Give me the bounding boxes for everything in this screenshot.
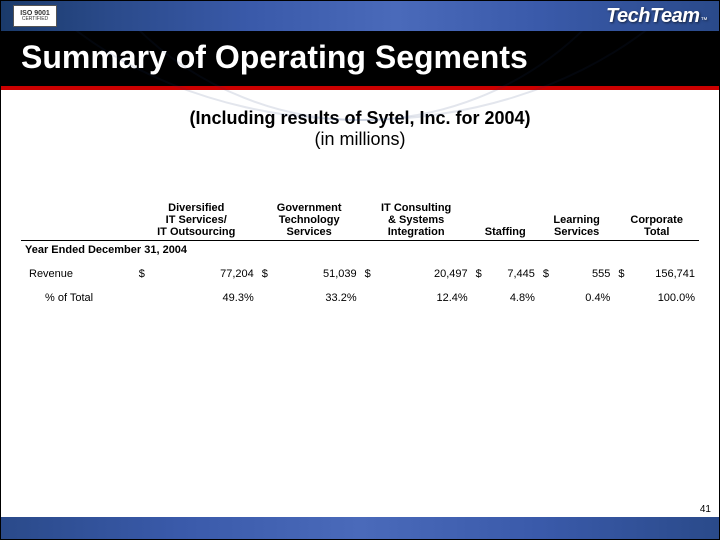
col-header: DiversifiedIT Services/IT Outsourcing <box>135 200 258 241</box>
currency-symbol: $ <box>258 262 270 286</box>
cell-value: 156,741 <box>626 262 699 286</box>
col-header: IT Consulting& SystemsIntegration <box>361 200 472 241</box>
table-row: Revenue$77,204$51,039$20,497$7,445$555$1… <box>21 262 699 286</box>
logo-tm: ™ <box>701 17 708 24</box>
currency-symbol <box>361 286 373 310</box>
table-body: Year Ended December 31, 2004Revenue$77,2… <box>21 241 699 311</box>
cell-value: 100.0% <box>626 286 699 310</box>
page-title: Summary of Operating Segments <box>21 39 699 76</box>
cell-value: 4.8% <box>484 286 539 310</box>
cell-value: 49.3% <box>147 286 258 310</box>
table-section-row: Year Ended December 31, 2004 <box>21 241 699 263</box>
table-header-row: DiversifiedIT Services/IT OutsourcingGov… <box>21 200 699 241</box>
header-band: ISO 9001 CERTIFIED TechTeam™ <box>1 1 719 31</box>
cell-value: 7,445 <box>484 262 539 286</box>
cell-value: 77,204 <box>147 262 258 286</box>
title-band: Summary of Operating Segments <box>1 31 719 90</box>
footer-band <box>1 517 719 539</box>
iso-badge: ISO 9001 CERTIFIED <box>13 5 57 27</box>
currency-symbol: $ <box>472 262 484 286</box>
cell-value: 33.2% <box>270 286 361 310</box>
currency-symbol: $ <box>614 262 626 286</box>
cell-value: 555 <box>551 262 614 286</box>
iso-sublabel: CERTIFIED <box>22 17 48 22</box>
cell-value: 51,039 <box>270 262 361 286</box>
currency-symbol: $ <box>539 262 551 286</box>
cell-value: 0.4% <box>551 286 614 310</box>
col-header: Staffing <box>472 200 539 241</box>
col-header-blank <box>21 200 135 241</box>
table-row: % of Total 49.3% 33.2% 12.4% 4.8% 0.4% 100.0% <box>21 286 699 310</box>
currency-symbol <box>539 286 551 310</box>
row-label: % of Total <box>21 286 135 310</box>
currency-symbol <box>258 286 270 310</box>
currency-symbol: $ <box>361 262 373 286</box>
slide-container: ISO 9001 CERTIFIED TechTeam™ Summary of … <box>0 0 720 540</box>
page-number: 41 <box>700 504 711 515</box>
subtitle-line2: (in millions) <box>1 129 719 150</box>
cell-value: 12.4% <box>373 286 472 310</box>
section-label: Year Ended December 31, 2004 <box>21 241 699 263</box>
cell-value: 20,497 <box>373 262 472 286</box>
col-header: GovernmentTechnologyServices <box>258 200 361 241</box>
col-header: CorporateTotal <box>614 200 699 241</box>
subtitle: (Including results of Sytel, Inc. for 20… <box>1 108 719 150</box>
segments-table: DiversifiedIT Services/IT OutsourcingGov… <box>21 200 699 310</box>
table-region: DiversifiedIT Services/IT OutsourcingGov… <box>21 200 699 310</box>
subtitle-line1: (Including results of Sytel, Inc. for 20… <box>1 108 719 129</box>
currency-symbol <box>135 286 147 310</box>
company-logo: TechTeam™ <box>606 5 707 28</box>
col-header: LearningServices <box>539 200 614 241</box>
currency-symbol <box>472 286 484 310</box>
currency-symbol <box>614 286 626 310</box>
row-label: Revenue <box>21 262 135 286</box>
logo-sub: Team <box>650 5 700 28</box>
currency-symbol: $ <box>135 262 147 286</box>
table-head: DiversifiedIT Services/IT OutsourcingGov… <box>21 200 699 241</box>
logo-main: Tech <box>606 5 650 28</box>
